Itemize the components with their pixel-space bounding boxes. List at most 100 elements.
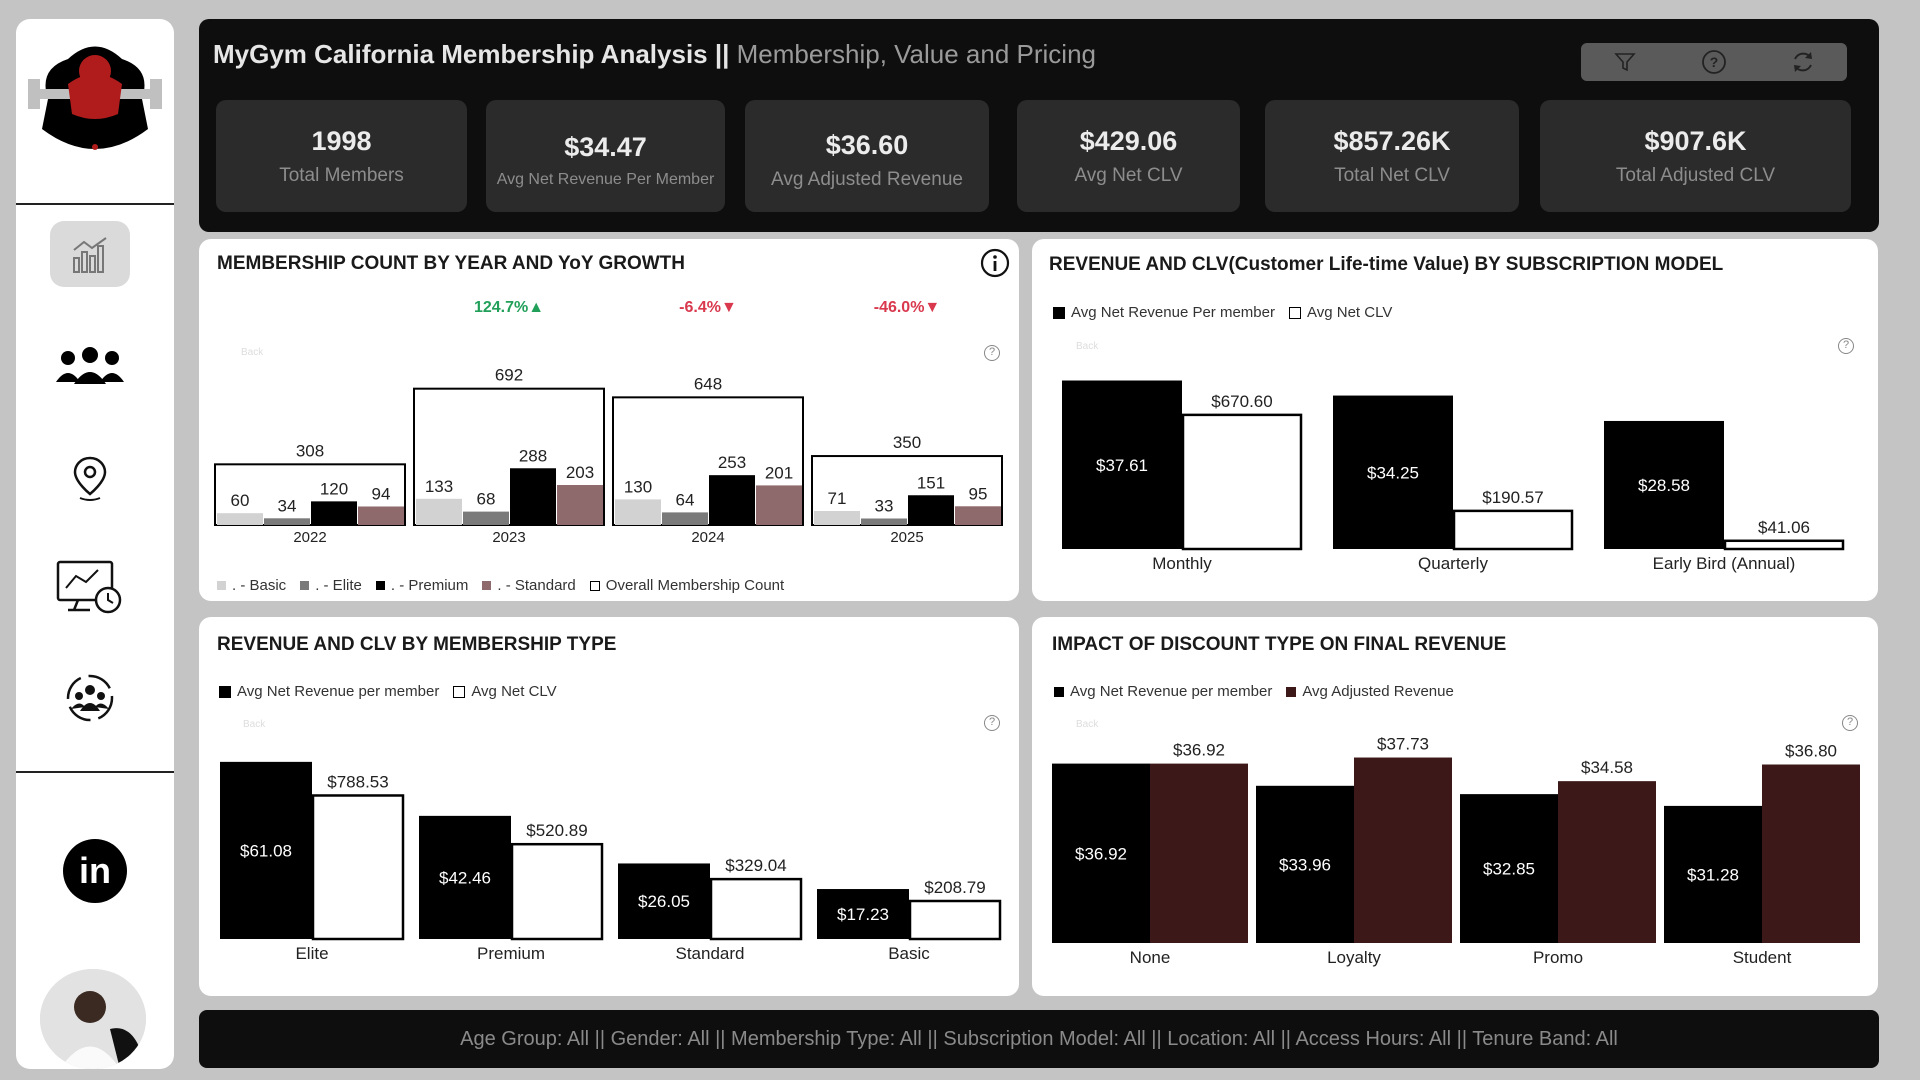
help-icon[interactable]: ? — [1842, 715, 1858, 731]
bar-avg-adjusted-revenue — [1558, 781, 1656, 943]
legend-swatch-clv — [1289, 306, 1301, 319]
kpi-value: 1998 — [311, 126, 372, 156]
info-icon[interactable] — [979, 247, 1011, 279]
x-tick-label: Student — [1733, 948, 1792, 967]
chart-legend: . - Basic . - Elite . - Premium . - Stan… — [217, 577, 784, 594]
data-label: $61.08 — [240, 841, 292, 860]
data-label: 288 — [519, 446, 547, 465]
data-label: 33 — [875, 496, 894, 515]
nav-dashboard[interactable] — [50, 555, 130, 621]
data-label: $36.92 — [1075, 844, 1127, 863]
kpi-avg-adjusted-revenue: $36.60 Avg Adjusted Revenue — [745, 100, 989, 212]
legend-swatch-adjusted — [1286, 686, 1297, 697]
kpi-value: $907.6K — [1644, 126, 1747, 156]
bar-basic — [217, 513, 263, 525]
bar-avg-net-clv — [1181, 413, 1303, 551]
bar-avg-net-clv — [908, 899, 1002, 941]
help-icon[interactable]: ? — [984, 345, 1000, 361]
subscription-chart: $37.61 $670.60 Monthly $34.25 $190.57 Quarter… — [1062, 380, 1845, 573]
legend-label: Avg Net CLV — [471, 683, 557, 700]
back-label: Back — [243, 719, 266, 730]
overall-count-label: 648 — [694, 374, 722, 393]
bar-avg-net-clv — [1452, 509, 1574, 551]
legend-label: . - Standard — [497, 577, 576, 594]
bar-avg-net-revenue — [1333, 395, 1453, 549]
x-tick-label: Elite — [295, 944, 328, 963]
bar-avg-net-revenue — [817, 889, 909, 939]
sidebar-divider — [16, 203, 174, 205]
back-label: Back — [241, 347, 264, 358]
back-label: Back — [1076, 719, 1099, 730]
chart-legend: Avg Net Revenue Per member Avg Net CLV — [1053, 304, 1392, 321]
chart-legend: Avg Net Revenue per member Avg Net CLV — [219, 683, 557, 700]
data-label: $17.23 — [837, 905, 889, 924]
kpi-avg-net-revenue: $34.47 Avg Net Revenue Per Member — [486, 100, 725, 212]
discount-impact-panel: IMPACT OF DISCOUNT TYPE ON FINAL REVENUE… — [1032, 617, 1878, 996]
membership-type-panel: REVENUE AND CLV BY MEMBERSHIP TYPE Avg N… — [199, 617, 1019, 996]
bar-avg-net-revenue — [1460, 794, 1558, 943]
x-tick-label: Loyalty — [1327, 948, 1381, 967]
filter-button[interactable] — [1607, 46, 1643, 78]
data-label: $190.57 — [1482, 488, 1543, 507]
bar-avg-net-revenue — [1062, 380, 1182, 549]
data-label: $208.79 — [924, 878, 985, 897]
legend-label: Avg Net Revenue Per member — [1071, 304, 1275, 321]
kpi-label: Avg Adjusted Revenue — [771, 169, 963, 190]
data-label: 203 — [566, 463, 594, 482]
bar-avg-net-revenue — [1604, 420, 1724, 549]
nav-location[interactable] — [50, 445, 130, 511]
filter-summary-text: Age Group: All || Gender: All || Members… — [460, 1027, 1618, 1050]
help-button[interactable]: ? — [1696, 46, 1732, 78]
membership-count-panel: MEMBERSHIP COUNT BY YEAR AND YoY GROWTH … — [199, 239, 1019, 601]
back-label: Back — [1076, 341, 1099, 352]
bar-premium — [311, 501, 357, 525]
data-label: 120 — [320, 479, 348, 498]
nav-analytics[interactable] — [50, 221, 130, 287]
kpi-label: Avg Net CLV — [1074, 165, 1183, 186]
x-tick-label: Quarterly — [1418, 554, 1488, 573]
legend-label: Avg Net CLV — [1307, 304, 1393, 321]
kpi-total-adjusted-clv: $907.6K Total Adjusted CLV — [1540, 100, 1851, 212]
bar-avg-net-clv — [510, 842, 604, 941]
data-label: $36.92 — [1173, 741, 1225, 760]
bar-avg-adjusted-revenue — [1354, 757, 1452, 943]
legend-swatch-standard — [482, 581, 492, 590]
x-tick-label: 2025 — [890, 529, 923, 546]
bar-standard — [358, 506, 404, 525]
x-tick-label: Early Bird (Annual) — [1653, 554, 1796, 573]
overall-count-label: 350 — [893, 433, 921, 452]
legend-swatch-elite — [300, 581, 310, 590]
kpi-total-net-clv: $857.26K Total Net CLV — [1265, 100, 1519, 212]
bar-basic — [814, 511, 860, 525]
yoy-growth-label: -6.4%▼ — [679, 299, 737, 316]
discount-chart: $36.92 $36.92 None $33.96 $37.73 Loyalty $32.8… — [1052, 735, 1860, 967]
refresh-button[interactable] — [1785, 46, 1821, 78]
help-icon[interactable]: ? — [1838, 338, 1854, 354]
data-label: $670.60 — [1211, 392, 1272, 411]
data-label: 133 — [425, 477, 453, 496]
refresh-icon — [1793, 52, 1812, 72]
panel-title: IMPACT OF DISCOUNT TYPE ON FINAL REVENUE — [1052, 634, 1507, 655]
nav-team[interactable] — [50, 665, 130, 731]
data-label: $788.53 — [327, 772, 388, 791]
bar-elite — [264, 518, 310, 525]
membership-chart: 308 60 34 120 94 2022 692 133 68 288 203 2023 124.7%… — [214, 299, 1003, 546]
legend-label: Overall Membership Count — [605, 577, 785, 594]
nav-members[interactable] — [50, 333, 130, 399]
bar-avg-net-revenue — [419, 815, 511, 939]
header: MyGym California Membership Analysis || … — [199, 19, 1879, 232]
legend-swatch-basic — [217, 581, 226, 590]
help-icon[interactable]: ? — [984, 715, 1000, 731]
help-icon: ? — [1702, 50, 1726, 74]
bar-basic — [615, 499, 661, 525]
gym-logo — [28, 46, 162, 150]
x-tick-label: 2024 — [691, 529, 724, 546]
legend-label: . - Basic — [232, 577, 287, 594]
linkedin-icon[interactable]: in — [63, 839, 127, 903]
kpi-label: Total Net CLV — [1334, 165, 1450, 186]
kpi-value: $857.26K — [1333, 126, 1451, 156]
data-label: $32.85 — [1483, 860, 1535, 879]
bar-standard — [557, 485, 603, 525]
panel-title: REVENUE AND CLV(Customer Life-time Value… — [1049, 254, 1724, 275]
x-tick-label: Standard — [676, 944, 745, 963]
